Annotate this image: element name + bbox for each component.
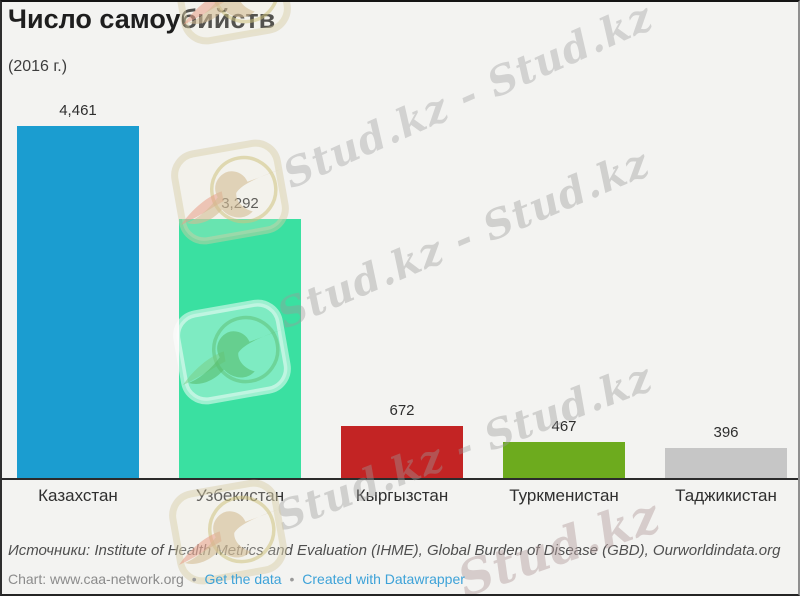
get-the-data-link[interactable]: Get the data (204, 571, 282, 587)
bar-value-label: 3,292 (221, 195, 259, 212)
credit-line: Chart: www.caa-network.org • Get the dat… (8, 571, 798, 587)
bar (179, 219, 301, 479)
chart-subtitle: (2016 г.) (8, 58, 68, 75)
separator-dot: • (191, 571, 197, 587)
bar (503, 442, 625, 479)
chart-credit: Chart: www.caa-network.org (8, 571, 184, 587)
category-label: Узбекистан (195, 486, 285, 505)
bar (341, 426, 463, 479)
separator-dot: • (289, 571, 295, 587)
category-label: Казахстан (38, 486, 118, 505)
bar-value-label: 672 (389, 402, 415, 419)
category-label: Туркменистан (509, 486, 619, 505)
bar-value-label: 467 (551, 418, 577, 435)
bar-value-label: 4,461 (59, 102, 97, 119)
sources-line: Источники: Institute of Health Metrics a… (8, 542, 781, 559)
bar (665, 448, 787, 479)
bar-value-label: 396 (713, 424, 739, 441)
chart-title: Число самоубийств (8, 4, 276, 34)
category-label: Таджикистан (675, 486, 777, 505)
bar (17, 126, 139, 479)
category-label: Кыргызстан (355, 486, 449, 505)
x-axis-line (2, 478, 798, 480)
datawrapper-link[interactable]: Created with Datawrapper (302, 571, 465, 587)
